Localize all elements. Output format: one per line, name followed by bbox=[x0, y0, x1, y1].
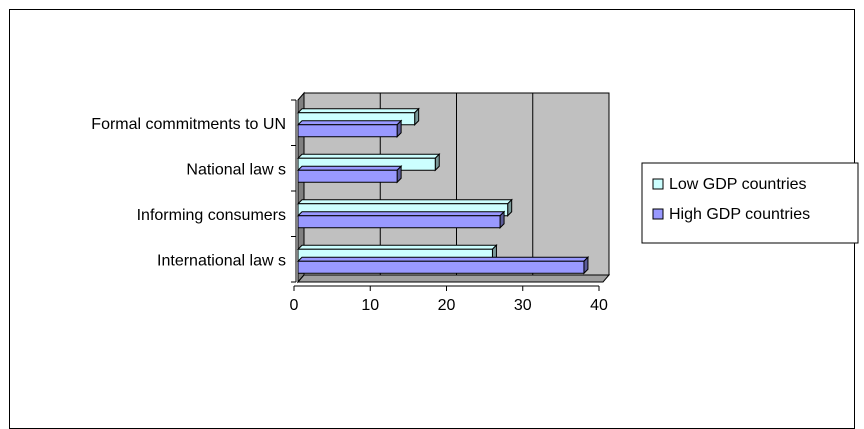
bar bbox=[296, 210, 506, 229]
bar-front-face bbox=[297, 215, 501, 229]
bar-top-face bbox=[296, 120, 403, 126]
legend-swatch bbox=[652, 208, 664, 220]
bar-front-face bbox=[297, 124, 398, 138]
bar-chart: International law s Informing consumers Na… bbox=[91, 91, 859, 314]
value-tick-label: 20 bbox=[438, 297, 456, 314]
bar-top-face bbox=[296, 199, 513, 205]
bar bbox=[296, 165, 403, 184]
chart-canvas: International law s Informing consumers Na… bbox=[9, 9, 859, 429]
bar-top-face bbox=[296, 108, 420, 114]
value-tick-label: 0 bbox=[290, 297, 299, 314]
plot-floor bbox=[296, 274, 611, 283]
bar-top-face bbox=[296, 256, 590, 262]
bar-front-face bbox=[297, 169, 398, 183]
bar bbox=[296, 256, 590, 275]
bar-front-face bbox=[297, 260, 585, 274]
legend: Low GDP countries High GDP countries bbox=[641, 162, 859, 244]
legend-label: Low GDP countries bbox=[669, 176, 807, 193]
bar-top-face bbox=[296, 244, 498, 250]
value-tick-label: 40 bbox=[590, 297, 608, 314]
legend-swatch bbox=[652, 178, 664, 190]
bar bbox=[296, 119, 403, 138]
bar-top-face bbox=[296, 165, 403, 171]
bars-group bbox=[296, 107, 590, 275]
category-label: National law s bbox=[186, 161, 286, 178]
value-tick-label: 10 bbox=[361, 297, 379, 314]
category-label: Formal commitments to UN bbox=[91, 116, 286, 133]
bar-top-face bbox=[296, 153, 441, 159]
category-label: Informing consumers bbox=[137, 207, 286, 224]
category-label: International law s bbox=[157, 252, 286, 269]
value-tick-label: 30 bbox=[514, 297, 532, 314]
legend-label: High GDP countries bbox=[669, 206, 810, 223]
bar-top-face bbox=[296, 211, 506, 217]
axes-group: International law s Informing consumers Na… bbox=[91, 99, 608, 314]
legend-box bbox=[641, 162, 859, 244]
